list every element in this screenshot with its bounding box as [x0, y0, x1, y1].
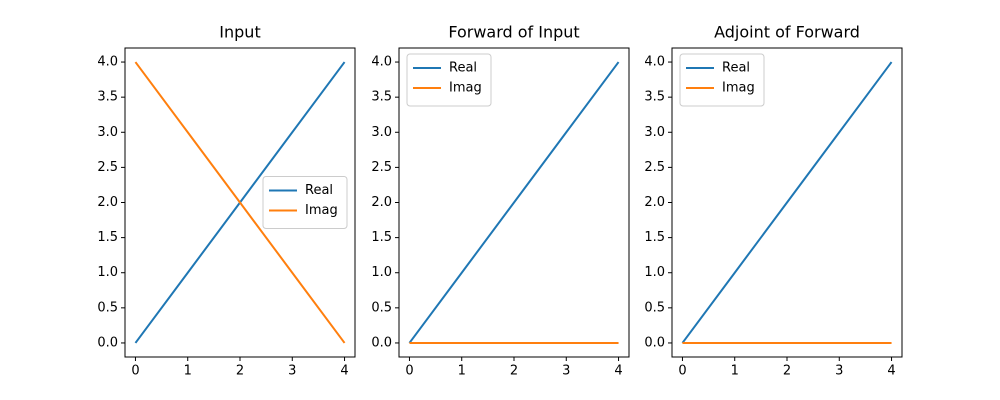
y-tick-label: 0.5: [97, 300, 118, 315]
y-tick-label: 2.0: [97, 195, 118, 210]
y-tick-label: 3.0: [644, 125, 665, 140]
y-tick-label: 3.0: [97, 125, 118, 140]
x-tick-label: 1: [731, 364, 739, 379]
x-tick-label: 3: [288, 364, 296, 379]
x-tick-label: 4: [887, 364, 895, 379]
y-tick-label: 3.5: [644, 90, 665, 105]
y-tick-label: 0.0: [371, 335, 392, 350]
y-tick-label: 1.0: [371, 265, 392, 280]
legend-label: Imag: [305, 203, 338, 218]
legend-label: Real: [722, 61, 750, 76]
x-tick-label: 2: [783, 364, 791, 379]
y-tick-label: 1.5: [371, 230, 392, 245]
y-tick-label: 4.0: [97, 55, 118, 70]
series-line: [408, 61, 620, 344]
y-tick-label: 3.5: [371, 90, 392, 105]
y-tick-label: 0.5: [371, 300, 392, 315]
y-tick-label: 3.5: [97, 90, 118, 105]
x-tick-label: 1: [458, 364, 466, 379]
y-tick-label: 2.0: [371, 195, 392, 210]
x-tick-label: 2: [236, 364, 244, 379]
x-tick-label: 1: [184, 364, 192, 379]
series-line: [134, 61, 346, 344]
x-tick-label: 0: [131, 364, 139, 379]
x-tick-label: 0: [678, 364, 686, 379]
legend-label: Imag: [722, 81, 755, 96]
y-tick-label: 2.5: [371, 160, 392, 175]
y-tick-label: 4.0: [644, 55, 665, 70]
x-tick-label: 4: [340, 364, 348, 379]
axes-frame: [398, 47, 630, 358]
axes-frame: [124, 47, 356, 358]
y-tick-label: 0.0: [644, 335, 665, 350]
legend-label: Real: [449, 61, 477, 76]
y-tick-label: 0.5: [644, 300, 665, 315]
x-tick-label: 3: [562, 364, 570, 379]
y-tick-label: 1.5: [97, 230, 118, 245]
y-tick-label: 0.0: [97, 335, 118, 350]
y-tick-label: 1.5: [644, 230, 665, 245]
chart-title: Input: [219, 23, 260, 42]
y-tick-label: 4.0: [371, 55, 392, 70]
series-line: [681, 61, 893, 344]
y-tick-label: 2.5: [97, 160, 118, 175]
chart-title: Forward of Input: [448, 23, 579, 42]
y-tick-label: 3.0: [371, 125, 392, 140]
y-tick-label: 2.0: [644, 195, 665, 210]
x-tick-label: 4: [614, 364, 622, 379]
x-tick-label: 2: [510, 364, 518, 379]
x-tick-label: 0: [405, 364, 413, 379]
chart-title: Adjoint of Forward: [714, 23, 860, 42]
axes-frame: [671, 47, 903, 358]
y-tick-label: 2.5: [644, 160, 665, 175]
legend-label: Real: [305, 183, 333, 198]
y-tick-label: 1.0: [97, 265, 118, 280]
legend-label: Imag: [449, 81, 482, 96]
x-tick-label: 3: [835, 364, 843, 379]
y-tick-label: 1.0: [644, 265, 665, 280]
